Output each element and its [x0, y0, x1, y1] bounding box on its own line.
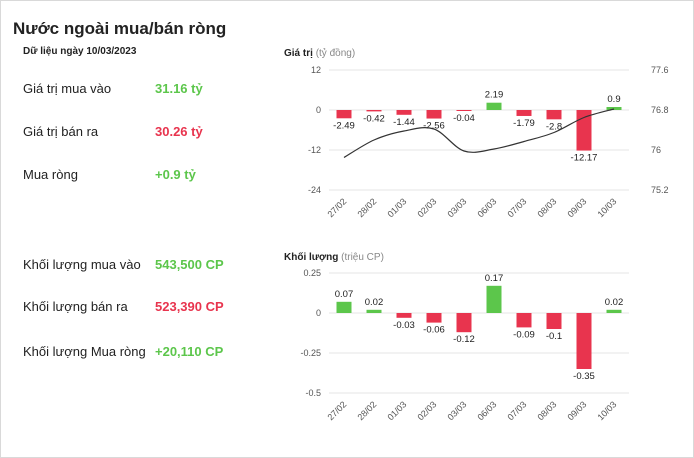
data-date: Dữ liệu ngày 10/03/2023: [23, 46, 137, 57]
value-chart-title-text: Giá trị: [284, 48, 313, 59]
y-tick-label: -0.5: [305, 388, 321, 398]
x-tick-label: 27/02: [325, 196, 348, 219]
x-tick-label: 09/03: [565, 399, 588, 422]
sell-value-label: Giá trị bán ra: [23, 124, 99, 139]
bar-value-label: -0.35: [573, 371, 595, 382]
y-tick-label: 12: [311, 65, 321, 75]
net-volume-label: Khối lượng Mua ròng: [23, 344, 146, 359]
bar: [366, 110, 382, 112]
bar-value-label: -2.56: [423, 121, 445, 132]
y-tick-label: 0.25: [303, 268, 321, 278]
bar-value-label: 0.17: [485, 273, 504, 284]
index-line: [343, 108, 615, 159]
bar-value-label: -2.8: [546, 121, 562, 132]
x-tick-label: 08/03: [535, 196, 558, 219]
y2-tick-label: 76.8: [651, 105, 669, 115]
buy-volume-label: Khối lượng mua vào: [23, 257, 141, 272]
y-tick-label: 0: [316, 308, 321, 318]
bar-value-label: -0.04: [453, 113, 475, 124]
y2-tick-label: 77.6: [651, 65, 669, 75]
net-volume: +20,110 CP: [155, 344, 224, 359]
bar-value-label: -0.42: [363, 113, 385, 124]
bar: [426, 313, 442, 323]
bar: [606, 107, 622, 110]
sell-value: 30.26 tỷ: [155, 124, 203, 139]
bar-value-label: 2.19: [485, 90, 504, 101]
y-tick-label: 0: [316, 105, 321, 115]
x-tick-label: 01/03: [385, 399, 408, 422]
panel-title: Nước ngoài mua/bán ròng: [13, 19, 227, 38]
x-tick-label: 03/03: [445, 399, 468, 422]
bar: [576, 110, 592, 151]
value-chart-title: Giá trị (tỷ đồng): [284, 48, 355, 59]
net-value-label: Mua ròng: [23, 167, 78, 182]
net-value: +0.9 tỷ: [155, 167, 196, 182]
x-tick-label: 28/02: [355, 196, 378, 219]
bar: [606, 309, 622, 313]
bar: [396, 110, 412, 115]
bar-value-label: -1.44: [393, 117, 415, 128]
bar-value-label: 0.02: [605, 297, 624, 308]
y-tick-label: -12: [308, 145, 321, 155]
bar-value-label: -12.17: [571, 153, 598, 164]
bar: [426, 110, 442, 119]
y2-tick-label: 75.2: [651, 185, 669, 195]
bar-value-label: 0.02: [365, 297, 384, 308]
buy-value-label: Giá trị mua vào: [23, 81, 112, 96]
x-tick-label: 07/03: [505, 196, 528, 219]
volume-chart-unit: (triệu CP): [341, 252, 384, 263]
x-tick-label: 10/03: [595, 196, 618, 219]
x-tick-label: 06/03: [475, 196, 498, 219]
volume-chart-title-text: Khối lượng: [284, 252, 339, 263]
bar: [486, 285, 502, 313]
bar: [456, 110, 472, 111]
y-tick-label: -0.25: [300, 348, 321, 358]
bar: [336, 301, 352, 313]
sell-volume: 523,390 CP: [155, 299, 224, 314]
bar-value-label: -0.1: [546, 331, 562, 342]
bar: [546, 313, 562, 329]
bar: [396, 313, 412, 318]
x-tick-label: 09/03: [565, 196, 588, 219]
bar: [576, 313, 592, 369]
x-tick-label: 27/02: [325, 399, 348, 422]
bar-value-label: -0.03: [393, 320, 415, 331]
value-chart-unit: (tỷ đồng): [315, 48, 356, 59]
x-tick-label: 02/03: [415, 196, 438, 219]
bar: [486, 102, 502, 110]
value-chart: 12 0 -12 -24 -2.49 27/02 -0.42 28/02 -1.44 01/03 -…: [308, 65, 669, 219]
x-tick-label: 06/03: [475, 399, 498, 422]
bar: [516, 110, 532, 116]
bar: [456, 313, 472, 333]
volume-chart-title: Khối lượng (triệu CP): [284, 252, 384, 263]
y-tick-label: -24: [308, 185, 321, 195]
x-tick-label: 08/03: [535, 399, 558, 422]
buy-volume: 543,500 CP: [155, 257, 224, 272]
bar-value-label: 0.07: [335, 289, 354, 300]
buy-value: 31.16 tỷ: [155, 81, 203, 96]
bar: [546, 110, 562, 120]
bar-value-label: 0.9: [607, 94, 620, 105]
x-tick-label: 01/03: [385, 196, 408, 219]
x-tick-label: 07/03: [505, 399, 528, 422]
x-tick-label: 02/03: [415, 399, 438, 422]
bar-value-label: -1.79: [513, 118, 535, 129]
volume-chart: 0.25 0 -0.25 -0.5 0.07 27/02 0.02 28/02 -0.03 01/…: [300, 268, 629, 422]
x-tick-label: 28/02: [355, 399, 378, 422]
bar: [366, 309, 382, 313]
bar-value-label: -0.06: [423, 325, 445, 336]
x-tick-label: 03/03: [445, 196, 468, 219]
bar-value-label: -0.12: [453, 334, 475, 345]
x-tick-label: 10/03: [595, 399, 618, 422]
bar: [516, 313, 532, 328]
bar: [336, 110, 352, 119]
y2-tick-label: 76: [651, 145, 661, 155]
bar-value-label: -2.49: [333, 120, 355, 131]
bar-value-label: -0.09: [513, 329, 535, 340]
sell-volume-label: Khối lượng bán ra: [23, 299, 128, 314]
